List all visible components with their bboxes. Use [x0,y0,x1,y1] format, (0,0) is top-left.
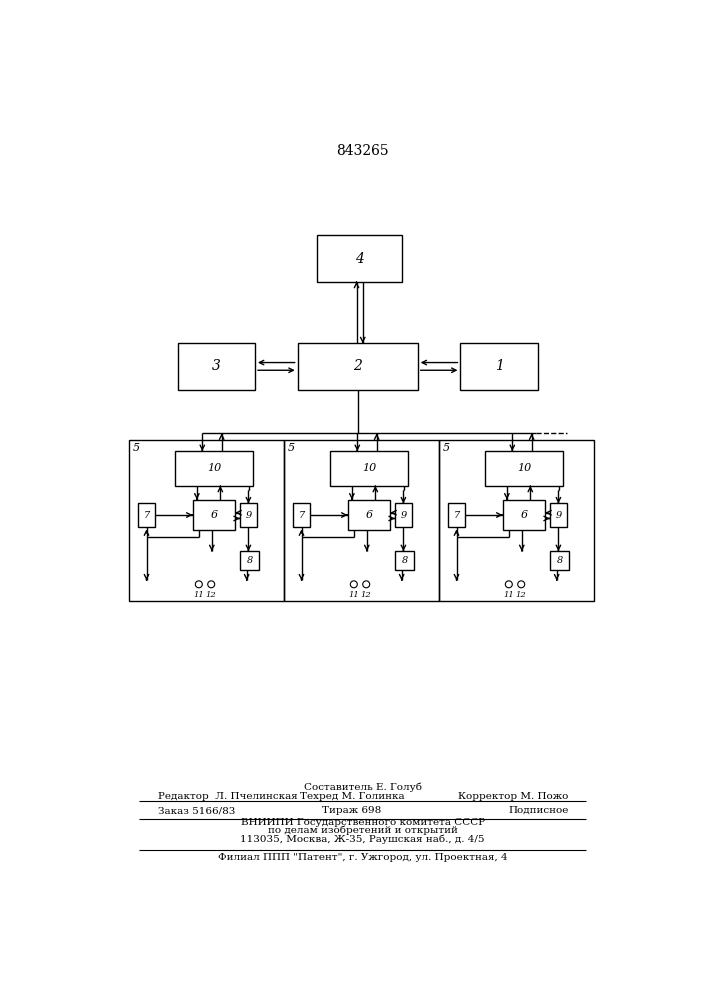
Text: 8: 8 [247,556,252,565]
Text: Техред М. Голинка: Техред М. Голинка [300,792,404,801]
Bar [395,551,414,570]
Bar [485,451,563,486]
Text: 7: 7 [298,511,305,520]
Bar [550,503,567,527]
Text: 8: 8 [556,556,563,565]
Bar [293,503,310,527]
Text: 7: 7 [144,511,150,520]
Text: 11: 11 [194,591,204,599]
Text: 10: 10 [362,463,376,473]
Text: 1: 1 [495,359,503,373]
Text: Заказ 5166/83: Заказ 5166/83 [158,806,235,815]
Text: 6: 6 [520,510,527,520]
Text: 8: 8 [402,556,408,565]
Text: 113035, Москва, Ж-35, Раушская наб., д. 4/5: 113035, Москва, Ж-35, Раушская наб., д. … [240,834,485,844]
Text: Тираж 698: Тираж 698 [322,806,382,815]
Text: 9: 9 [400,511,407,520]
Text: 9: 9 [245,511,252,520]
Text: 11: 11 [349,591,359,599]
Text: 12: 12 [516,591,527,599]
Bar [448,503,465,527]
Bar [192,500,235,530]
Text: 7: 7 [453,511,460,520]
Bar [395,503,412,527]
Bar [503,500,545,530]
Bar [240,503,257,527]
Bar [348,500,390,530]
Bar [284,440,438,601]
Text: 5: 5 [288,443,295,453]
Text: 10: 10 [207,463,221,473]
Circle shape [208,581,215,588]
Circle shape [518,581,525,588]
Text: 10: 10 [517,463,531,473]
Text: 5: 5 [443,443,450,453]
Text: 5: 5 [132,443,140,453]
Text: ВНИИПИ Государственного комитета СССР: ВНИИПИ Государственного комитета СССР [240,818,485,827]
Text: 6: 6 [211,510,218,520]
Text: 12: 12 [206,591,216,599]
Bar [438,440,594,601]
Text: Подписное: Подписное [508,806,569,815]
Text: 9: 9 [555,511,561,520]
Bar [177,343,255,389]
Bar [240,551,259,570]
Text: по делам изобретений и открытий: по делам изобретений и открытий [268,826,457,835]
Text: 843265: 843265 [337,144,389,158]
Text: 2: 2 [354,359,362,373]
Text: Редактор  Л. Пчелинская: Редактор Л. Пчелинская [158,792,298,801]
Bar [550,551,569,570]
Text: Филиал ППП "Патент", г. Ужгород, ул. Проектная, 4: Филиал ППП "Патент", г. Ужгород, ул. Про… [218,853,508,862]
Circle shape [351,581,357,588]
Bar [298,343,418,389]
Bar [460,343,538,389]
Bar [129,440,284,601]
Text: 12: 12 [361,591,372,599]
Text: 6: 6 [366,510,373,520]
Circle shape [363,581,370,588]
Bar [317,235,402,282]
Bar [138,503,155,527]
Text: Составитель Е. Голуб: Составитель Е. Голуб [304,783,421,792]
Circle shape [195,581,202,588]
Text: 4: 4 [355,252,364,266]
Circle shape [506,581,513,588]
Text: 11: 11 [503,591,514,599]
Bar [175,451,252,486]
Text: Корректор М. Пожо: Корректор М. Пожо [459,792,569,801]
Text: 3: 3 [212,359,221,373]
Bar [330,451,408,486]
